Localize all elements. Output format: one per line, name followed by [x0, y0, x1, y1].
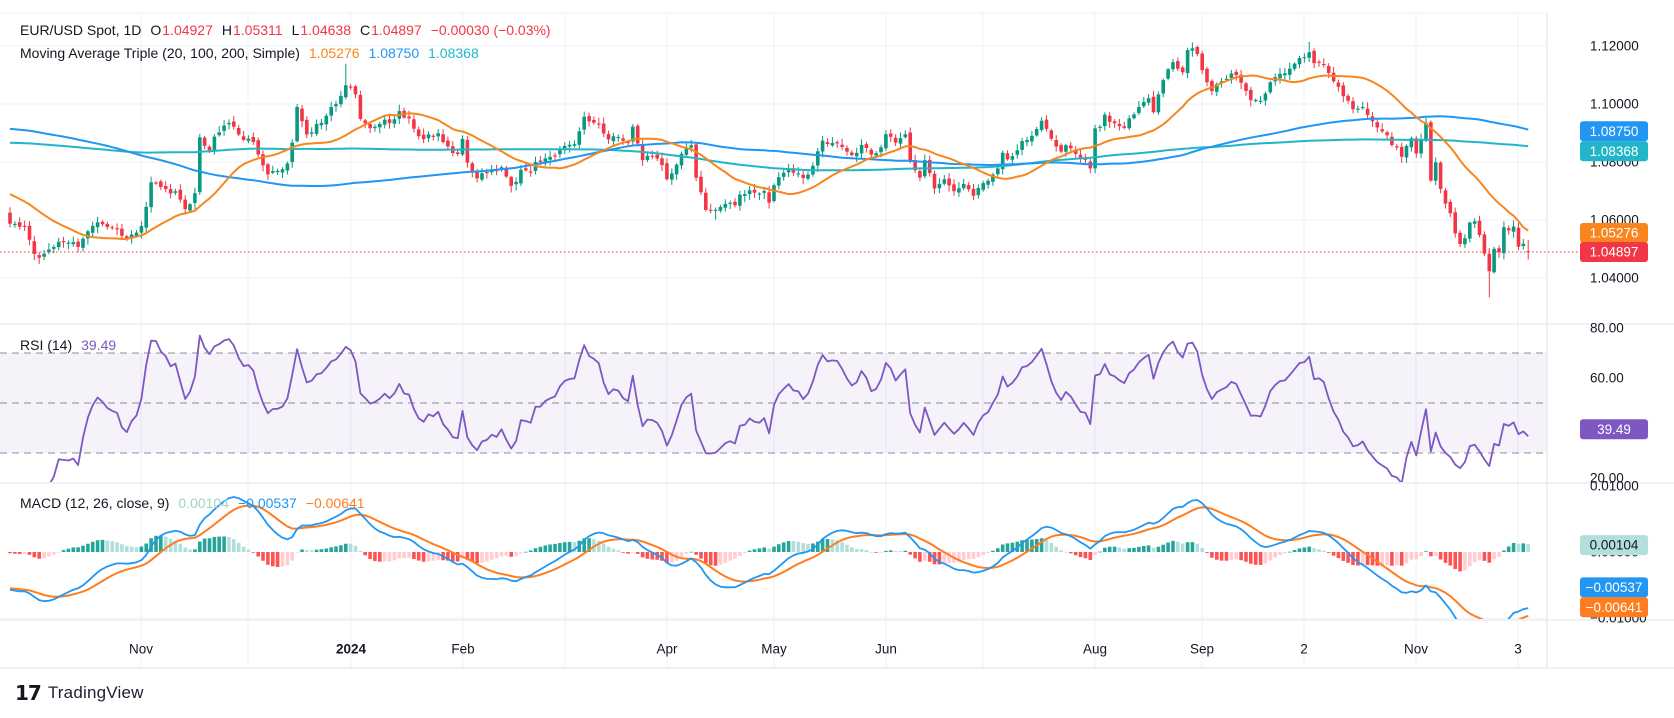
axis-price-badge[interactable]: 1.08750	[1580, 121, 1648, 142]
macd-signal-value: −0.00641	[305, 495, 365, 511]
symbol-header: EUR/USD Spot, 1D O 1.04927 H 1.05311 L 1.04…	[20, 22, 551, 38]
ohlc-close: C 1.04897	[359, 22, 422, 38]
ma100-value: 1.08750	[368, 45, 420, 61]
macd-indicator-header: MACD (12, 26, close, 9) 0.00104 −0.00537…	[20, 495, 365, 511]
time-axis-label: Sep	[1190, 642, 1214, 657]
symbol-title[interactable]: EUR/USD Spot, 1D	[20, 22, 142, 38]
rsi-axis[interactable]: 80.00 60.00 20.00	[1590, 321, 1624, 486]
candlestick-series	[8, 41, 1531, 298]
tradingview-wordmark: TradingView	[47, 683, 144, 702]
time-axis-label: May	[761, 642, 787, 657]
axis-price-badge[interactable]: 1.04897	[1580, 242, 1648, 262]
ohlc-high: H 1.05311	[221, 22, 283, 38]
rsi-indicator-title[interactable]: RSI (14)	[20, 337, 73, 353]
svg-text:1.08368: 1.08368	[1590, 144, 1639, 159]
ohlc-low: L 1.04638	[291, 22, 351, 38]
svg-text:39.49: 39.49	[1597, 422, 1631, 437]
time-axis-label: Nov	[1404, 642, 1428, 657]
time-axis-label: Nov	[129, 642, 153, 657]
ma20-value: 1.05276	[308, 45, 360, 61]
axis-tick-label: 1.12000	[1590, 39, 1639, 54]
macd-line-value: −0.00537	[238, 495, 297, 511]
change-value: −0.00030 (−0.03%)	[430, 22, 551, 38]
rsi-indicator-header: RSI (14) 39.49	[20, 337, 116, 353]
macd-main-line	[9, 496, 1529, 619]
time-axis-label: Jun	[875, 642, 897, 657]
sma100-line	[9, 115, 1529, 187]
time-axis[interactable]: Nov 2024 Feb Apr May Jun Aug Sep 2 Nov 3	[129, 642, 1522, 657]
axis-price-badge[interactable]: 39.49	[1580, 419, 1648, 440]
rsi-line	[49, 334, 1529, 482]
tradingview-logo-icon: 17	[15, 681, 42, 705]
time-axis-label: Apr	[656, 642, 678, 657]
axis-tick-label: 60.00	[1590, 371, 1624, 386]
sma20-line	[9, 74, 1529, 240]
svg-text:−0.00537: −0.00537	[1586, 580, 1643, 595]
grid-lines	[0, 12, 1547, 668]
svg-text:−0.00641: −0.00641	[1586, 600, 1643, 615]
moving-average-lines	[9, 74, 1529, 240]
axis-tick-label: 20.00	[1590, 471, 1624, 486]
ma200-value: 1.08368	[428, 45, 479, 61]
svg-text:1.05276: 1.05276	[1590, 226, 1639, 241]
macd-histogram	[8, 535, 1530, 572]
axis-price-badge[interactable]: 1.05276	[1580, 223, 1648, 243]
sma200-line	[9, 138, 1529, 172]
rsi-band	[0, 352, 1547, 454]
tradingview-logo[interactable]: 17 TradingView	[15, 681, 144, 705]
time-axis-label: 2024	[336, 642, 367, 657]
ma-indicator-title[interactable]: Moving Average Triple (20, 100, 200, Sim…	[20, 45, 300, 61]
svg-text:1.08750: 1.08750	[1590, 124, 1639, 139]
time-axis-label: Feb	[451, 642, 474, 657]
svg-text:1.04897: 1.04897	[1590, 245, 1639, 260]
ma-indicator-header: Moving Average Triple (20, 100, 200, Sim…	[20, 45, 479, 61]
time-axis-label: Aug	[1083, 642, 1107, 657]
time-axis-label: 2	[1300, 642, 1308, 657]
time-axis-label: 3	[1514, 642, 1522, 657]
pane-separators[interactable]	[0, 13, 1674, 669]
axis-tick-label: 1.10000	[1590, 97, 1639, 112]
macd-indicator-title[interactable]: MACD (12, 26, close, 9)	[20, 495, 170, 511]
macd-lines	[9, 496, 1529, 619]
rsi-value: 39.49	[81, 337, 117, 353]
axis-price-badge[interactable]: 1.08368	[1580, 141, 1648, 162]
axis-price-badge[interactable]: 0.00104	[1580, 535, 1648, 556]
ohlc-open: O 1.04927	[150, 22, 213, 38]
macd-histogram-value: 0.00104	[178, 495, 229, 511]
axis-tick-label: 0.01000	[1590, 479, 1639, 494]
axis-price-badge[interactable]: −0.00641	[1580, 597, 1648, 618]
axis-tick-label: 80.00	[1590, 321, 1624, 336]
macd-signal-line	[9, 504, 1529, 619]
svg-text:0.00104: 0.00104	[1590, 538, 1639, 553]
axis-tick-label: 1.04000	[1590, 271, 1639, 286]
axis-price-badge[interactable]: −0.00537	[1580, 577, 1648, 598]
